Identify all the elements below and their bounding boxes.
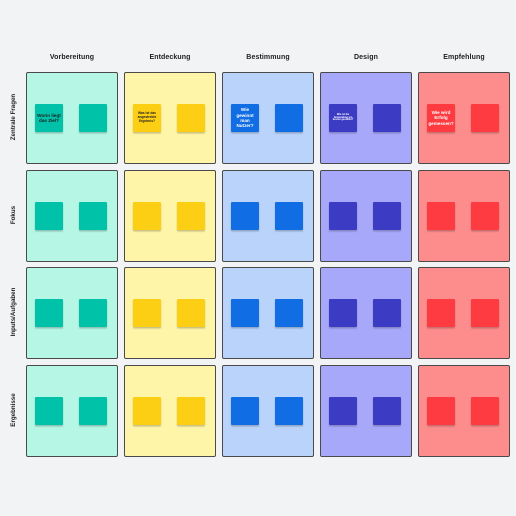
sticky-note[interactable] [133,299,161,327]
column-header-design: Design [354,54,378,61]
grid-cell[interactable] [124,170,216,262]
sticky-note[interactable] [177,104,205,132]
grid-cell[interactable] [124,365,216,457]
sticky-note[interactable] [329,397,357,425]
grid-cell[interactable] [222,267,314,359]
grid-cell[interactable] [320,170,412,262]
row-header-2: Inputs/Aufgaben [9,287,17,337]
grid-cell[interactable] [320,267,412,359]
sticky-note[interactable] [275,397,303,425]
sticky-note[interactable] [231,299,259,327]
sticky-note[interactable] [427,299,455,327]
column-header-vorbereitung: Vorbereitung [49,54,95,61]
grid-cell[interactable] [222,170,314,262]
sticky-note[interactable] [35,299,63,327]
grid-cell[interactable] [124,267,216,359]
sticky-note[interactable] [471,104,499,132]
grid-cell[interactable]: Worin liegt das Ziel? [26,72,118,164]
column-header-entdeckung: Entdeckung [149,54,191,61]
sticky-note[interactable] [373,397,401,425]
grid-cell[interactable]: Wie ist die Anwendung am besten gestalte… [320,72,412,164]
grid-cell[interactable] [418,365,510,457]
row-header-1: Fokus [9,205,17,225]
sticky-note[interactable] [133,202,161,230]
sticky-note-text: Worin liegt das Ziel? [37,112,61,123]
sticky-note[interactable] [79,202,107,230]
sticky-note[interactable] [79,104,107,132]
sticky-note[interactable] [79,299,107,327]
column-header-empfehlung: Empfehlung [443,54,485,61]
sticky-note[interactable] [177,299,205,327]
sticky-note[interactable] [329,299,357,327]
sticky-note[interactable] [79,397,107,425]
grid-cell[interactable] [26,365,118,457]
sticky-note[interactable] [133,397,161,425]
grid-cell[interactable] [26,267,118,359]
sticky-note-question[interactable]: Worin liegt das Ziel? [35,104,63,132]
sticky-note-question[interactable]: Was ist das angestrebte Ergebnis? [133,104,161,132]
row-header-0: Zentrale Fragen [9,93,17,141]
sticky-note[interactable] [35,202,63,230]
sticky-note[interactable] [231,397,259,425]
grid-cell[interactable] [222,365,314,457]
sticky-note[interactable] [373,104,401,132]
sticky-note[interactable] [275,104,303,132]
sticky-note[interactable] [329,202,357,230]
grid-cell[interactable]: Was ist das angestrebte Ergebnis? [124,72,216,164]
sticky-note[interactable] [177,397,205,425]
grid-cell[interactable] [418,267,510,359]
sticky-note[interactable] [471,397,499,425]
sticky-note-text: Was ist das angestrebte Ergebnis? [137,111,157,123]
sticky-note[interactable] [427,397,455,425]
sticky-note[interactable] [177,202,205,230]
sticky-note[interactable] [231,202,259,230]
sticky-note-text: Wie ist die Anwendung am besten gestalte… [332,112,354,122]
sticky-note[interactable] [35,397,63,425]
sticky-note[interactable] [373,202,401,230]
grid-cell[interactable]: Wie gewinnt man Nutzer? [222,72,314,164]
sticky-note[interactable] [373,299,401,327]
sticky-note-text: Wie gewinnt man Nutzer? [236,107,254,129]
grid-cell[interactable]: Wie wird Erfolg gemessen? [418,72,510,164]
sticky-note-question[interactable]: Wie gewinnt man Nutzer? [231,104,259,132]
sticky-note-text: Wie wird Erfolg gemessen? [428,110,454,126]
sticky-note[interactable] [471,202,499,230]
row-header-3: Ergebnisse [9,393,17,427]
sticky-note[interactable] [471,299,499,327]
sticky-note-question[interactable]: Wie ist die Anwendung am besten gestalte… [329,104,357,132]
column-header-bestimmung: Bestimmung [246,54,290,61]
sticky-note-question[interactable]: Wie wird Erfolg gemessen? [427,104,455,132]
grid-cell[interactable] [320,365,412,457]
sticky-note[interactable] [427,202,455,230]
sticky-note[interactable] [275,299,303,327]
grid-cell[interactable] [418,170,510,262]
sticky-note[interactable] [275,202,303,230]
grid-cell[interactable] [26,170,118,262]
